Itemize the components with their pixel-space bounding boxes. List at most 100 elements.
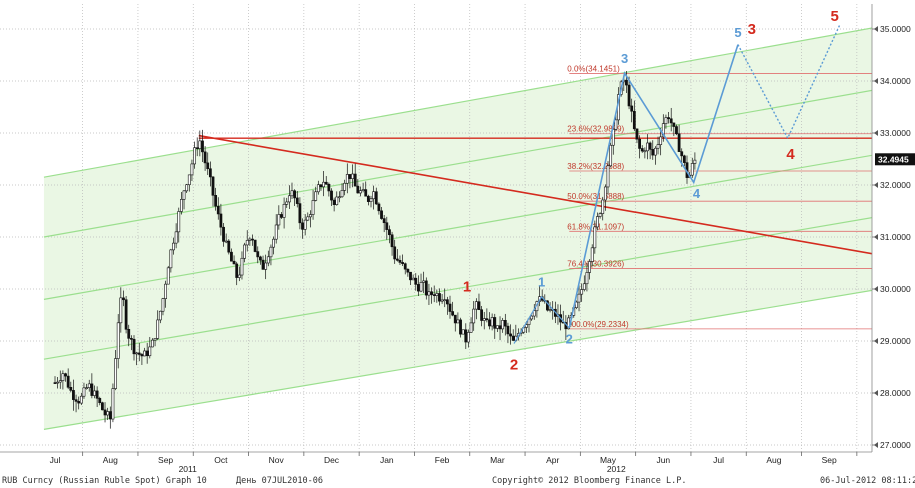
candle-body [253, 239, 257, 252]
candle-body [324, 181, 328, 185]
candle-body [140, 354, 144, 357]
channel-line [43, 289, 872, 430]
x-tick-label: May [600, 455, 617, 465]
x-tick-label: Nov [269, 455, 285, 465]
candle-body [403, 263, 407, 270]
candle-body [169, 249, 173, 269]
candle-body [495, 325, 499, 329]
candle-body [464, 329, 468, 343]
wave-label-red: 5 [831, 8, 839, 25]
candle-body [627, 84, 631, 107]
channel-line [43, 154, 872, 300]
candle-body [472, 308, 476, 324]
candle-body [166, 267, 170, 285]
candle-body [414, 277, 418, 285]
candle-body [377, 203, 381, 212]
candle-body [277, 214, 281, 226]
candle-body [172, 242, 175, 251]
wave-label-blue: 2 [566, 332, 573, 347]
candle-body [609, 144, 613, 167]
wave-label-blue: 4 [693, 186, 701, 201]
candle-body [53, 382, 57, 384]
candle-body [301, 222, 304, 230]
wave-label-red: 2 [510, 357, 518, 374]
candle-body [93, 390, 96, 396]
candle-body [203, 151, 207, 164]
candle-body [532, 310, 536, 317]
wave-label-red: 1 [463, 279, 471, 296]
candle-body [548, 309, 552, 311]
candle-body [646, 142, 649, 152]
candle-body [664, 117, 668, 124]
candle-body [506, 325, 510, 335]
candle-body [164, 283, 168, 299]
candle-body [653, 147, 657, 156]
candle-body [158, 310, 162, 321]
footer-timestamp: 06-Jul-2012 08:11:29 [820, 476, 915, 486]
candle-body [132, 338, 136, 355]
wave-label-red: 4 [786, 146, 795, 163]
candle-body [137, 352, 141, 355]
candle-body [322, 181, 326, 188]
candle-body [303, 219, 307, 230]
candle-body [201, 140, 204, 153]
candle-body [638, 138, 642, 149]
candle-body [280, 214, 283, 218]
candle-body [456, 319, 460, 324]
candle-body [72, 390, 75, 400]
candle-body [316, 184, 320, 193]
fib-label: 100.0%(29.2334) [567, 320, 629, 329]
channel-fill [43, 28, 872, 430]
wave-label-red: 3 [748, 21, 756, 38]
candle-body [98, 398, 102, 404]
candle-body [477, 301, 481, 311]
x-tick-label: Mar [490, 455, 505, 465]
plot-area: 0.0%(34.1451) 23.6%(32.9859) 38.2%(32.2688… [0, 4, 872, 452]
wave-label-blue: 1 [538, 274, 545, 289]
candle-body [590, 247, 594, 262]
candle-body [409, 271, 412, 281]
x-tick-label: Sep [822, 455, 837, 465]
candle-body [193, 147, 196, 165]
candle-body [208, 168, 212, 178]
candle-body [248, 238, 252, 241]
candle-body [64, 373, 67, 377]
candle-body [69, 387, 73, 391]
candle-body [388, 229, 391, 236]
candle-body [330, 190, 333, 201]
y-tick-label: 28.0000 [880, 388, 911, 398]
candle-body [219, 213, 223, 228]
candle-body [345, 174, 349, 184]
x-tick-label: Apr [546, 455, 559, 465]
candle-body [459, 319, 462, 335]
candle-body [461, 329, 465, 335]
candle-body [382, 218, 386, 224]
wave-label-blue: 5 [734, 25, 741, 40]
x-tick-label: Oct [214, 455, 228, 465]
y-tick-arrow [874, 182, 878, 188]
candle-body [427, 291, 431, 296]
x-tick-label: Sep [158, 455, 173, 465]
candle-body [235, 263, 239, 278]
candle-body [187, 174, 191, 186]
candle-body [577, 293, 581, 303]
candle-body [224, 240, 228, 243]
candle-body [419, 282, 423, 292]
candle-body [216, 205, 220, 215]
candle-body [693, 159, 697, 164]
y-tick-label: 27.0000 [880, 440, 911, 450]
y-tick-label: 29.0000 [880, 336, 911, 346]
candle-body [493, 317, 497, 329]
fib-label: 38.2%(32.2688) [567, 162, 624, 171]
candle-body [319, 184, 323, 188]
fib-label: 50.0%(31.6888) [567, 192, 624, 201]
candle-body [445, 299, 449, 305]
wave-projection-dotted [737, 23, 841, 140]
candle-body [580, 289, 584, 295]
candle-body [87, 383, 91, 388]
candle-body [453, 314, 457, 324]
candle-body [266, 256, 270, 264]
candle-body [440, 299, 444, 302]
candle-body [416, 284, 420, 292]
